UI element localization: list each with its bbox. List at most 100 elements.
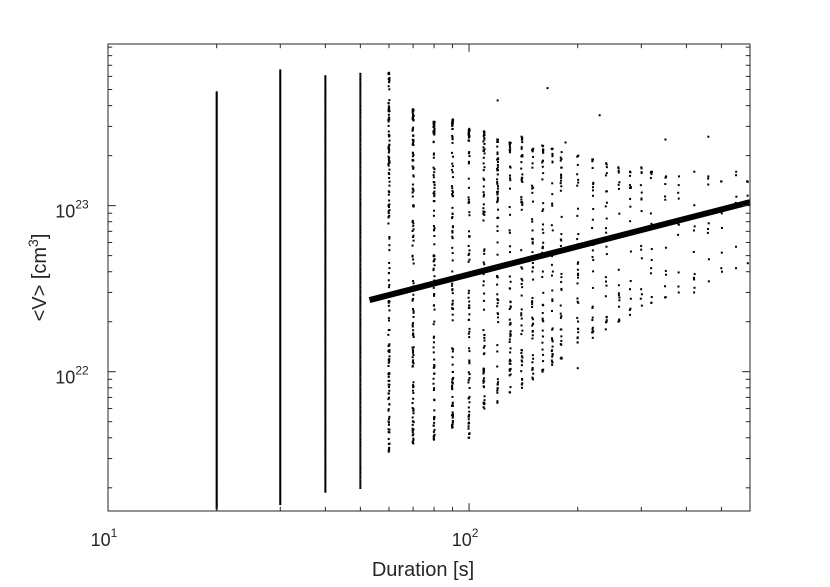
scatter-point (496, 140, 499, 143)
scatter-point (412, 329, 415, 332)
scatter-point (640, 304, 643, 307)
scatter-point (508, 229, 511, 232)
scatter-point (387, 304, 390, 307)
scatter-point (509, 245, 512, 248)
scatter-point (531, 166, 534, 169)
scatter-point (359, 85, 362, 88)
scatter-point (542, 150, 545, 153)
scatter-point (541, 144, 544, 147)
scatter-point (279, 500, 282, 504)
scatter-point (532, 186, 535, 189)
scatter-point (215, 173, 218, 176)
scatter-point (215, 292, 218, 295)
scatter-point (279, 134, 282, 138)
scatter-point (432, 140, 435, 143)
scatter-point (279, 352, 282, 355)
scatter-point (560, 151, 563, 154)
scatter-point (411, 142, 414, 145)
scatter-point (541, 161, 544, 164)
scatter-point (496, 350, 499, 353)
scatter-point (411, 187, 414, 190)
scatter-point (559, 304, 562, 307)
scatter-point (468, 249, 471, 252)
scatter-point (279, 401, 282, 405)
scatter-point (279, 130, 282, 134)
scatter-point (432, 255, 435, 258)
scatter-point (467, 152, 470, 155)
scatter-point (605, 319, 608, 322)
scatter-point (359, 87, 362, 90)
scatter-point (559, 244, 562, 247)
scatter-point (215, 232, 218, 236)
scatter-point (388, 176, 391, 179)
scatter-point (215, 139, 218, 142)
scatter-point (279, 433, 282, 436)
scatter-point (215, 457, 218, 460)
scatter-point-outlier (598, 114, 601, 117)
scatter-point (279, 120, 282, 124)
scatter-point (215, 478, 218, 481)
scatter-point (215, 128, 218, 131)
scatter-point (629, 205, 632, 208)
scatter-point (215, 345, 218, 348)
scatter-point (215, 451, 218, 454)
scatter-point (215, 425, 218, 428)
scatter-point (508, 151, 511, 154)
scatter-point (542, 172, 545, 175)
scatter-point (451, 171, 454, 174)
scatter-point (617, 167, 620, 170)
scatter-point (617, 171, 620, 174)
scatter-point (215, 394, 218, 398)
scatter-point (324, 202, 327, 205)
scatter-point (560, 158, 563, 160)
scatter-point (279, 132, 282, 136)
scatter-point (324, 275, 327, 278)
scatter-point (451, 382, 454, 385)
scatter-point (692, 250, 695, 253)
scatter-point (359, 420, 362, 423)
scatter-point (551, 289, 554, 292)
scatter-point (279, 126, 282, 130)
scatter-point (388, 309, 391, 312)
scatter-point (720, 226, 723, 229)
scatter-point (387, 364, 390, 367)
scatter-point (359, 178, 362, 181)
scatter-point (483, 213, 486, 216)
scatter-point (215, 243, 218, 247)
scatter-point (215, 312, 218, 316)
scatter-point (215, 304, 218, 308)
scatter-point (693, 278, 696, 281)
scatter-point (215, 258, 218, 261)
scatter-point (542, 208, 545, 211)
scatter-point (279, 267, 282, 270)
scatter-point (359, 92, 362, 95)
scatter-point (387, 204, 390, 207)
scatter-point (591, 316, 594, 319)
scatter-point (279, 368, 282, 371)
scatter-point (215, 280, 218, 284)
scatter-point (451, 215, 454, 218)
scatter-point (359, 356, 362, 360)
scatter-point (692, 276, 695, 279)
scatter-point (387, 420, 390, 423)
scatter-point (411, 441, 414, 444)
scatter-point (432, 214, 435, 217)
scatter-point (324, 310, 327, 313)
scatter-point (359, 202, 362, 205)
scatter-point (387, 190, 390, 193)
scatter-point (359, 351, 362, 355)
scatter-point (560, 239, 563, 242)
scatter-point (520, 352, 523, 355)
scatter-point (531, 303, 534, 306)
scatter-point (215, 198, 218, 202)
scatter-point (451, 395, 454, 398)
scatter-point (215, 237, 218, 240)
scatter-point (468, 313, 471, 316)
scatter-point (451, 415, 454, 418)
scatter-point (496, 199, 499, 202)
scatter-point (451, 299, 454, 302)
scatter-point (279, 502, 282, 506)
scatter-point (324, 479, 327, 482)
scatter-point (433, 235, 436, 237)
scatter-point (468, 304, 471, 307)
